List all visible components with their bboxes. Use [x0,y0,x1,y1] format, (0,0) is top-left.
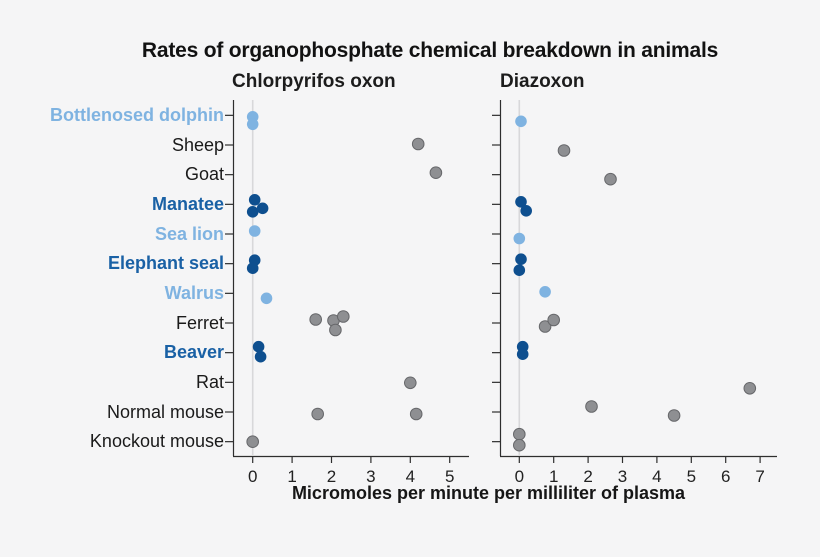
data-point-sheep [411,137,425,151]
data-point-beaver [254,350,267,363]
row-label-bottlenosed-dolphin: Bottlenosed dolphin [50,104,224,125]
data-point-ferret [547,313,561,327]
x-tick-label: 2 [327,467,336,486]
data-point-elephant-seal [246,262,259,275]
chart-title: Rates of organophosphate chemical breakd… [141,39,719,62]
data-point-manatee [256,202,269,215]
x-tick-label: 7 [755,467,764,486]
x-tick-label: 5 [445,467,454,486]
x-axis-caption: Micromoles per minute per milliliter of … [291,483,686,503]
panel-title-diazoxon: Diazoxon [500,71,585,92]
data-point-walrus [539,286,551,298]
data-point-ferret [337,310,350,323]
row-label-sea-lion: Sea lion [154,223,224,244]
data-point-ferret [309,313,323,326]
x-tick-label: 0 [248,467,257,486]
x-tick-label: 4 [652,467,661,486]
data-point-sea-lion [513,232,526,245]
x-tick-label: 4 [406,467,415,486]
data-point-walrus [260,292,273,305]
row-label-elephant-seal: Elephant seal [107,253,224,274]
data-point-normal-mouse [667,409,681,422]
data-point-bottlenosed-dolphin [515,115,527,128]
row-label-goat: Goat [184,164,224,185]
data-point-knockout-mouse [246,435,259,449]
data-point-knockout-mouse [513,438,526,452]
data-point-goat [429,166,443,179]
data-point-elephant-seal [513,264,526,277]
data-point-bottlenosed-dolphin [246,118,259,131]
row-label-ferret: Ferret [175,312,224,333]
data-point-knockout-mouse [513,427,526,441]
data-point-rat [743,382,757,395]
row-label-walrus: Walrus [164,282,224,303]
x-tick-label: 3 [618,467,627,486]
data-point-normal-mouse [585,400,598,413]
data-point-ferret [538,320,552,333]
data-point-goat [604,172,617,186]
data-point-rat [404,376,417,390]
x-tick-label: 3 [366,467,375,486]
x-tick-label: 1 [549,467,558,486]
data-point-ferret [329,323,342,337]
data-point-beaver [252,340,265,353]
data-point-normal-mouse [311,407,325,421]
row-label-rat: Rat [195,371,224,392]
x-tick-label: 5 [687,467,696,486]
row-label-normal-mouse: Normal mouse [106,401,224,422]
x-tick-label: 0 [515,467,524,486]
row-label-knockout-mouse: Knockout mouse [89,431,224,452]
row-label-beaver: Beaver [163,342,224,363]
data-point-normal-mouse [409,407,423,421]
data-point-sea-lion [248,225,261,237]
row-label-sheep: Sheep [171,134,224,155]
data-point-elephant-seal [515,253,527,265]
data-point-manatee [248,194,261,206]
row-label-manatee: Manatee [151,193,224,214]
x-tick-label: 2 [583,467,592,486]
data-point-manatee [246,206,259,218]
x-tick-label: 6 [721,467,730,486]
data-point-manatee [515,196,527,208]
data-point-sheep [557,144,571,157]
data-point-beaver [516,348,529,361]
data-point-manatee [520,205,532,217]
panel-title-chlorpyrifos-oxon: Chlorpyrifos oxon [232,71,396,92]
x-tick-label: 1 [287,467,296,486]
